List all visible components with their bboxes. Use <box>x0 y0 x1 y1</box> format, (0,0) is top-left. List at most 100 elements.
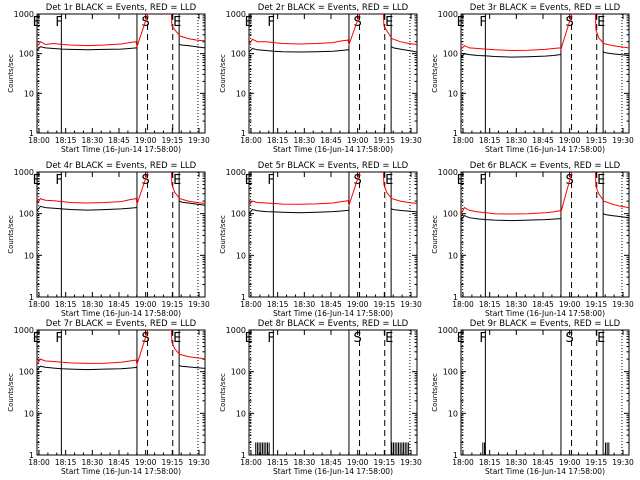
x-tick-label: 19:30 <box>188 136 210 145</box>
x-tick-label: 18:30 <box>506 300 528 309</box>
x-tick-label: 18:30 <box>294 300 316 309</box>
y-tick-label: 100 <box>19 210 34 219</box>
x-tick-label: 19:00 <box>135 300 157 309</box>
chart-title: Det 3r BLACK = Events, RED = LLD <box>470 3 621 13</box>
x-axis-label: Start Time (16-Jun-14 17:58:00) <box>273 309 393 318</box>
event-marker-label: E <box>245 173 253 188</box>
x-tick-label: 18:15 <box>479 458 501 467</box>
x-axis-label: Start Time (16-Jun-14 17:58:00) <box>273 145 393 154</box>
x-tick-label: 18:00 <box>28 458 50 467</box>
event-marker-label: E <box>385 173 393 188</box>
chart-panel-5: Det 5r BLACK = Events, RED = LLD 1 10 100 10… <box>219 161 422 318</box>
chart-title: Det 8r BLACK = Events, RED = LLD <box>258 319 409 329</box>
series-group <box>249 172 417 215</box>
x-tick-label: 18:45 <box>320 458 342 467</box>
chart-panel-1: Det 1r BLACK = Events, RED = LLD 1 10 100 10… <box>7 3 210 154</box>
x-tick-label: 18:30 <box>506 136 528 145</box>
y-tick-label: 100 <box>231 50 246 59</box>
event-marker-label: S <box>142 15 150 30</box>
x-tick-label: 18:15 <box>267 300 289 309</box>
y-tick-label: 1 <box>29 129 34 138</box>
series-group <box>255 442 410 455</box>
plot-frame <box>248 13 418 134</box>
x-tick-label: 18:00 <box>240 300 262 309</box>
x-tick-label: 18:00 <box>452 136 474 145</box>
y-axis-label: Counts/sec <box>431 373 439 412</box>
series-line-events <box>37 205 137 212</box>
y-tick-label: 100 <box>443 50 458 59</box>
y-tick-label: 10 <box>236 409 246 418</box>
x-tick-label: 18:30 <box>82 458 104 467</box>
event-marker-label: E <box>597 173 605 188</box>
x-tick-label: 18:30 <box>82 300 104 309</box>
series-line-lld <box>249 172 417 208</box>
x-tick-label: 19:15 <box>586 300 608 309</box>
y-axis-label: Counts/sec <box>7 215 15 254</box>
x-tick-label: 19:00 <box>347 136 369 145</box>
chart-title: Det 7r BLACK = Events, RED = LLD <box>46 319 197 329</box>
x-tick-label: 18:30 <box>294 136 316 145</box>
x-tick-label: 18:15 <box>55 136 77 145</box>
event-marker-label: E <box>597 331 605 346</box>
event-marker-label: E <box>245 15 253 30</box>
series-line-events <box>37 365 137 371</box>
event-marker-label: E <box>33 173 41 188</box>
chart-title: Det 9r BLACK = Events, RED = LLD <box>470 319 621 329</box>
series-line-events <box>603 213 629 219</box>
x-axis-label: Start Time (16-Jun-14 17:58:00) <box>485 309 605 318</box>
x-tick-label: 18:30 <box>506 458 528 467</box>
y-tick-label: 100 <box>19 368 34 377</box>
x-tick-label: 18:45 <box>108 458 130 467</box>
x-axis-label: Start Time (16-Jun-14 17:58:00) <box>61 309 181 318</box>
x-tick-label: 19:15 <box>374 300 396 309</box>
y-tick-label: 1000 <box>14 168 34 177</box>
x-tick-label: 19:30 <box>188 300 210 309</box>
event-marker-label: S <box>354 331 362 346</box>
x-tick-label: 18:45 <box>532 458 554 467</box>
x-tick-label: 19:30 <box>612 300 634 309</box>
x-tick-label: 19:00 <box>347 300 369 309</box>
y-tick-label: 10 <box>24 251 34 260</box>
chart-panel-8: Det 8r BLACK = Events, RED = LLD 1 10 100 10… <box>219 319 422 476</box>
series-line-lld <box>249 14 417 47</box>
chart-panel-6: Det 6r BLACK = Events, RED = LLD 1 10 100 10… <box>431 161 634 318</box>
plot-frame <box>248 171 418 298</box>
event-marker-label: E <box>457 15 465 30</box>
event-marker-label: F <box>479 331 486 346</box>
x-tick-label: 19:30 <box>400 136 422 145</box>
x-tick-label: 19:00 <box>135 458 157 467</box>
y-tick-label: 1000 <box>438 168 458 177</box>
chart-panel-3: Det 3r BLACK = Events, RED = LLD 1 10 100 10… <box>431 3 634 154</box>
x-tick-label: 19:15 <box>586 136 608 145</box>
y-axis-label: Counts/sec <box>219 373 227 412</box>
y-tick-label: 100 <box>231 210 246 219</box>
series-line-events <box>391 208 417 213</box>
y-axis-label: Counts/sec <box>431 54 439 93</box>
event-marker-label: F <box>55 15 62 30</box>
event-marker-label: F <box>267 331 274 346</box>
x-tick-label: 18:00 <box>452 458 474 467</box>
x-tick-label: 19:00 <box>135 136 157 145</box>
x-tick-label: 18:00 <box>28 300 50 309</box>
chart-panel-4: Det 4r BLACK = Events, RED = LLD 1 10 100 10… <box>7 161 210 318</box>
event-marker-label: S <box>566 331 574 346</box>
y-tick-label: 1 <box>241 129 246 138</box>
y-tick-label: 10 <box>236 251 246 260</box>
x-axis-label: Start Time (16-Jun-14 17:58:00) <box>485 145 605 154</box>
plot-frame <box>460 13 630 134</box>
series-group <box>482 442 610 455</box>
x-tick-label: 19:30 <box>612 136 634 145</box>
series-group <box>461 172 629 222</box>
x-tick-label: 18:15 <box>55 458 77 467</box>
x-tick-label: 19:00 <box>347 458 369 467</box>
x-tick-label: 19:00 <box>559 136 581 145</box>
x-tick-label: 18:15 <box>55 300 77 309</box>
x-tick-label: 19:15 <box>374 458 396 467</box>
x-tick-label: 18:15 <box>267 458 289 467</box>
series-line-events <box>37 46 137 51</box>
x-tick-label: 19:30 <box>400 458 422 467</box>
x-tick-label: 19:00 <box>559 300 581 309</box>
series-group <box>249 14 417 53</box>
y-tick-label: 10 <box>448 409 458 418</box>
x-tick-label: 18:45 <box>532 136 554 145</box>
